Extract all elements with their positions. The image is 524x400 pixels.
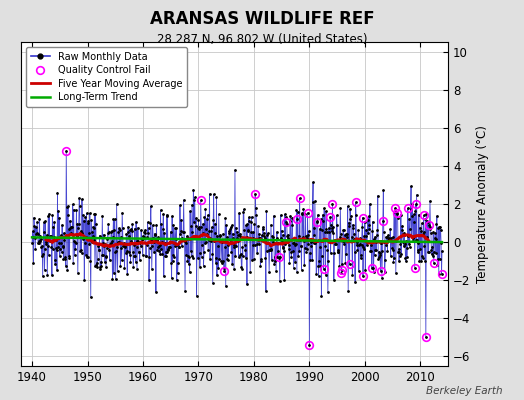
Text: ARANSAS WILDLIFE REF: ARANSAS WILDLIFE REF — [150, 10, 374, 28]
Legend: Raw Monthly Data, Quality Control Fail, Five Year Moving Average, Long-Term Tren: Raw Monthly Data, Quality Control Fail, … — [26, 47, 187, 107]
Text: 28.287 N, 96.802 W (United States): 28.287 N, 96.802 W (United States) — [157, 33, 367, 46]
Y-axis label: Temperature Anomaly (°C): Temperature Anomaly (°C) — [476, 125, 489, 283]
Text: Berkeley Earth: Berkeley Earth — [427, 386, 503, 396]
